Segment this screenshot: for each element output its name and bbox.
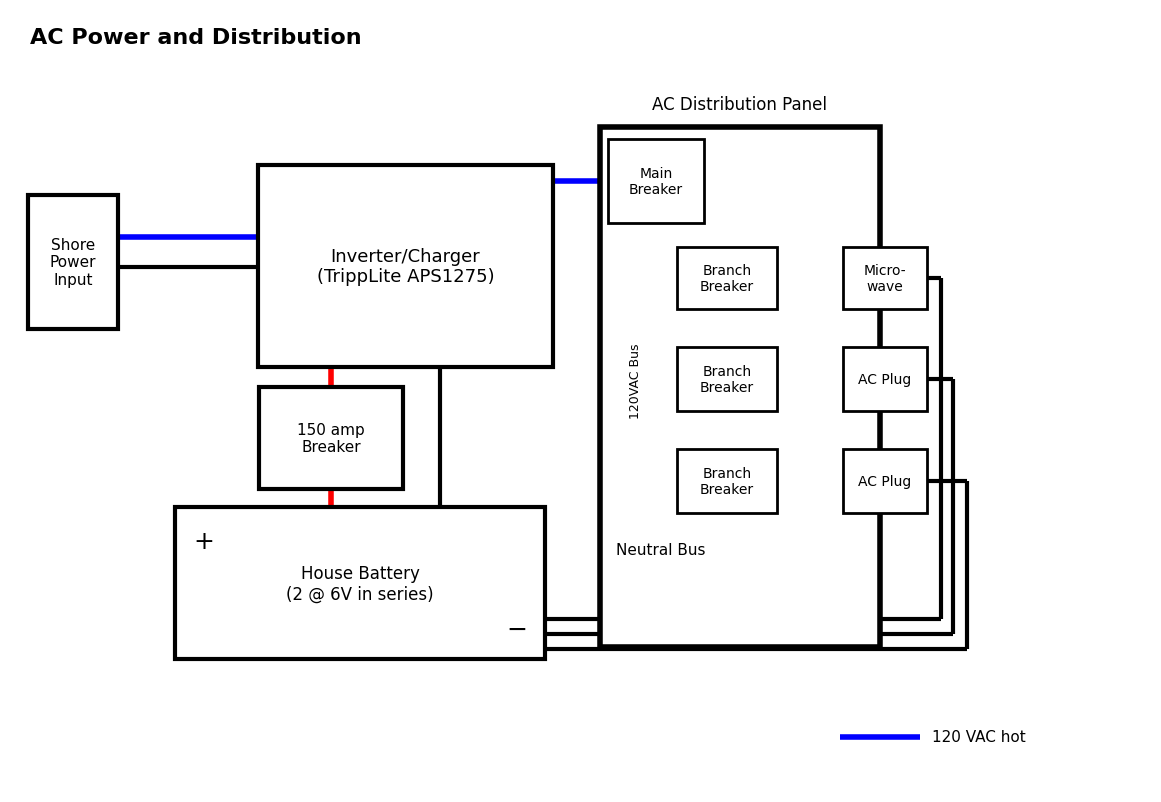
Bar (677, 347, 777, 411)
Text: AC Power and Distribution: AC Power and Distribution (30, 28, 361, 48)
Bar (843, 248, 926, 310)
Text: House Battery
(2 @ 6V in series): House Battery (2 @ 6V in series) (287, 564, 434, 602)
Bar (677, 248, 777, 310)
Text: Branch
Breaker: Branch Breaker (700, 466, 753, 496)
Bar (28, 196, 118, 330)
Bar (677, 449, 777, 513)
Bar (843, 347, 926, 411)
Text: AC Plug: AC Plug (858, 475, 911, 488)
Text: 120VAC Bus: 120VAC Bus (629, 342, 642, 418)
Text: Neutral Bus: Neutral Bus (616, 542, 706, 557)
Text: Shore
Power
Input: Shore Power Input (50, 238, 96, 288)
Text: −: − (506, 618, 527, 642)
Text: Branch
Breaker: Branch Breaker (700, 364, 753, 395)
Text: AC Distribution Panel: AC Distribution Panel (652, 96, 828, 114)
Text: Main
Breaker: Main Breaker (629, 167, 683, 196)
Text: Micro-
wave: Micro- wave (864, 264, 907, 294)
Text: 150 amp
Breaker: 150 amp Breaker (297, 423, 365, 455)
Text: +: + (193, 529, 214, 553)
Text: Inverter/Charger
(TrippLite APS1275): Inverter/Charger (TrippLite APS1275) (317, 247, 495, 286)
Text: 120 VAC hot: 120 VAC hot (932, 730, 1026, 744)
Bar (843, 449, 926, 513)
Text: Branch
Breaker: Branch Breaker (700, 264, 753, 294)
Bar (258, 166, 553, 367)
Bar (259, 387, 403, 489)
Bar (608, 140, 704, 224)
Text: AC Plug: AC Plug (858, 373, 911, 387)
Bar (600, 128, 880, 647)
Bar (175, 508, 545, 659)
